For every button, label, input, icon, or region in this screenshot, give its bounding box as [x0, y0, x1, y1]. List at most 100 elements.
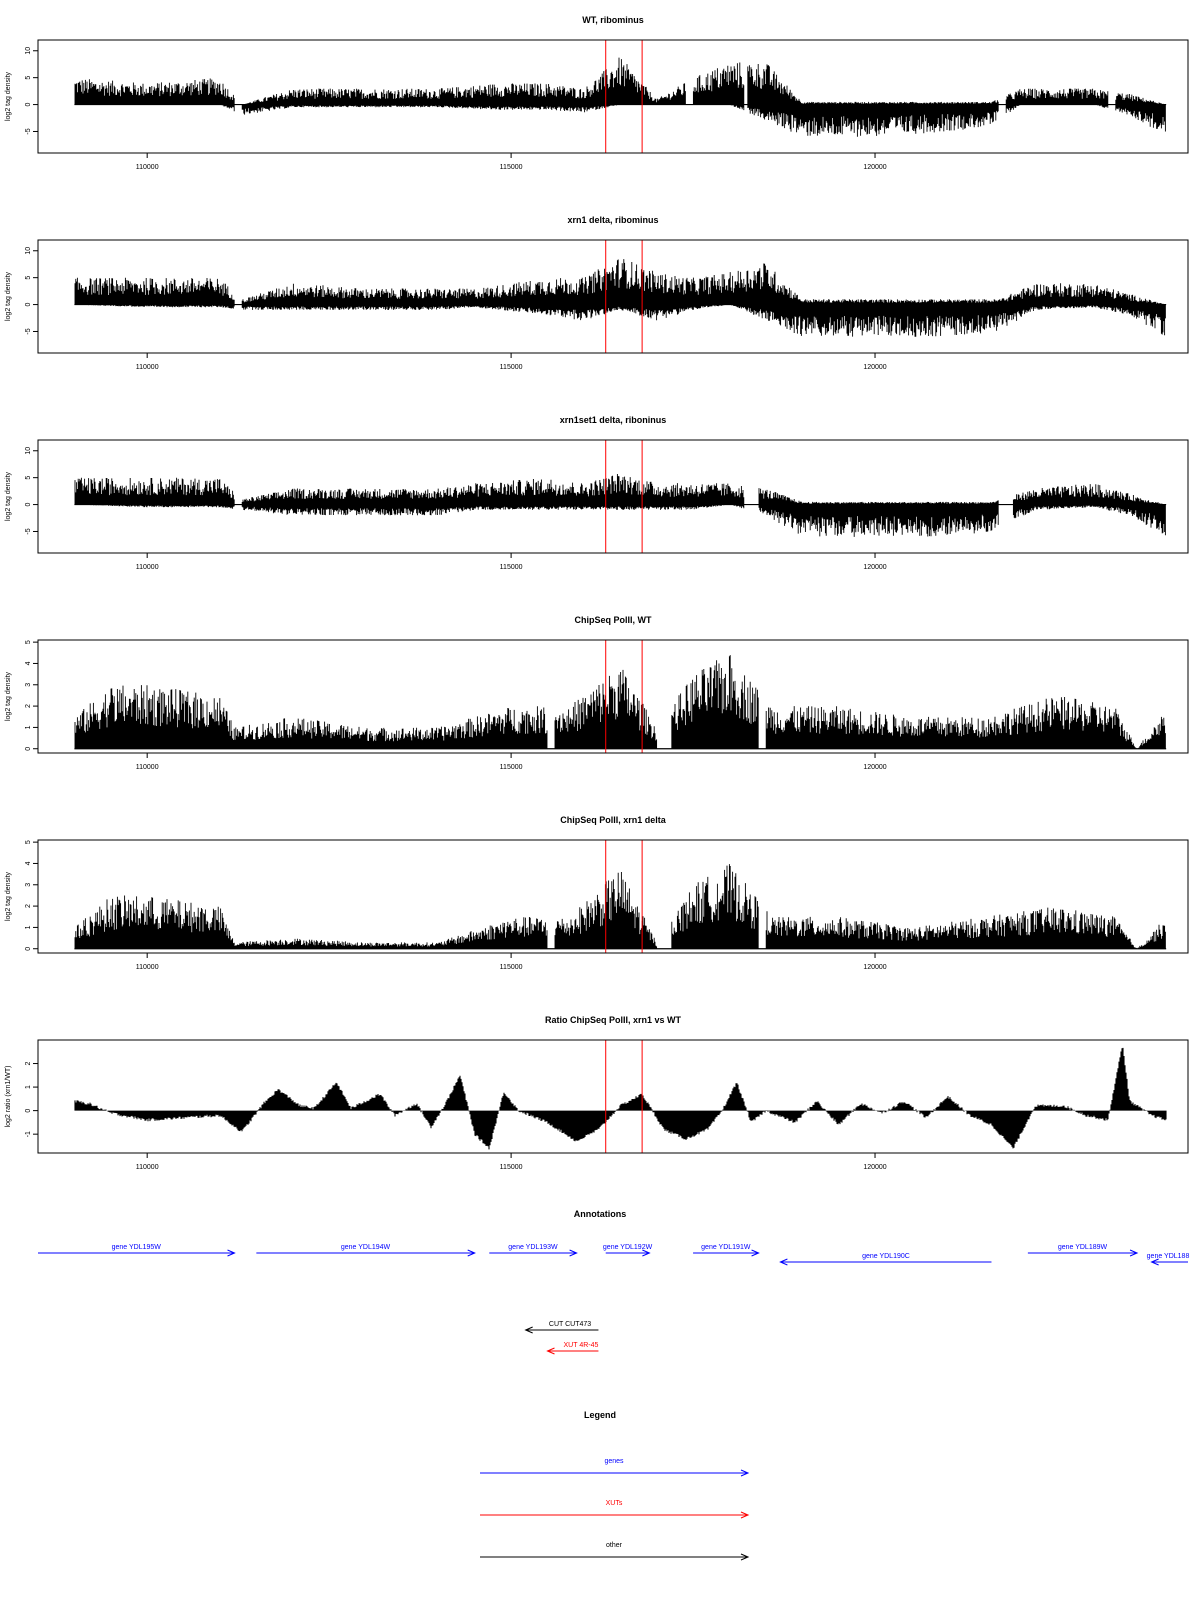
x-tick-label: 110000 [136, 164, 159, 171]
track-panel: WT, ribominus log2 tag density 10 5 0 -5 11000… [5, 15, 1189, 171]
y-tick-label: 10 [25, 47, 32, 55]
track-panel: xrn1set1 delta, riboninus log2 tag densit… [5, 415, 1189, 571]
x-tick-label: 115000 [500, 564, 523, 571]
cut-label: CUT CUT473 [549, 1321, 591, 1328]
plot-frame [37, 1039, 1189, 1154]
y-tick-label: 0 [25, 303, 32, 307]
gene-arrow [693, 1249, 760, 1257]
y-tick-label: 0 [25, 747, 32, 751]
y-tick-label: 0 [25, 503, 32, 507]
plot-frame [37, 839, 1189, 954]
data-marks [74, 259, 1167, 337]
y-tick-label: -5 [25, 528, 32, 534]
gene-label: gene YDL195W [112, 1244, 162, 1251]
legend: Legend genes XUTs other [480, 1410, 750, 1561]
panel-title: WT, ribominus [582, 15, 644, 25]
gene-arrow [605, 1249, 651, 1257]
panel-title: xrn1 delta, ribominus [567, 215, 658, 225]
y-tick-label: 1 [25, 725, 32, 729]
y-tick-label: -5 [25, 128, 32, 134]
gene-arrow [256, 1249, 476, 1257]
gene-arrow [779, 1258, 992, 1266]
x-tick-label: 120000 [863, 564, 886, 571]
legend-arrow-gene [480, 1469, 750, 1477]
xut-arrow [546, 1347, 599, 1355]
ratio-area [74, 1047, 1167, 1150]
density-bars [74, 864, 1166, 949]
x-tick-label: 120000 [863, 364, 886, 371]
x-tick-label: 115000 [500, 764, 523, 771]
y-axis-label: log2 tag density [5, 71, 12, 121]
x-tick-label: 110000 [136, 764, 159, 771]
y-tick-label: 3 [25, 883, 32, 887]
x-tick-label: 115000 [500, 964, 523, 971]
gene-label: gene YDL192W [603, 1244, 653, 1251]
legend-label-xut: XUTs [606, 1500, 623, 1507]
y-tick-label: -1 [25, 1131, 32, 1137]
y-tick-label: 10 [25, 447, 32, 455]
annotations-section: Annotations gene YDL195W gene YDL194W gene… [38, 1209, 1190, 1355]
y-tick-label: 1 [25, 1085, 32, 1089]
cut-arrow [524, 1326, 599, 1334]
track-panel: ChipSeq PolII, xrn1 delta log2 tag densit… [5, 815, 1189, 971]
y-tick-label: 0 [25, 947, 32, 951]
y-tick-label: 5 [25, 76, 32, 80]
panel-title: xrn1set1 delta, riboninus [560, 415, 667, 425]
legend-title: Legend [584, 1410, 616, 1420]
y-tick-label: 3 [25, 683, 32, 687]
x-tick-label: 110000 [136, 1164, 159, 1171]
y-tick-label: 5 [25, 840, 32, 844]
y-tick-label: 0 [25, 1109, 32, 1113]
x-tick-label: 115000 [500, 164, 523, 171]
data-marks [74, 1047, 1167, 1150]
gene-label: gene YDL190C [862, 1253, 910, 1260]
y-axis-label: log2 ratio (xrn1/WT) [5, 1066, 12, 1128]
plot-frame [37, 239, 1189, 354]
track-panel: Ratio ChipSeq PolII, xrn1 vs WT log2 rati… [5, 1015, 1189, 1171]
y-tick-label: 5 [25, 476, 32, 480]
y-tick-label: 4 [25, 861, 32, 865]
y-tick-label: -5 [25, 328, 32, 334]
legend-items: genes XUTs other [480, 1458, 750, 1561]
density-bars [74, 57, 1166, 137]
panel-title: ChipSeq PolII, WT [575, 615, 652, 625]
density-bars [74, 259, 1166, 337]
y-tick-label: 4 [25, 661, 32, 665]
plot-frame [37, 39, 1189, 154]
annotations-title: Annotations [574, 1209, 627, 1219]
panel-title: Ratio ChipSeq PolII, xrn1 vs WT [545, 1015, 682, 1025]
gene-label: gene YDL191W [701, 1244, 751, 1251]
legend-label-other: other [606, 1542, 623, 1549]
x-tick-label: 120000 [863, 164, 886, 171]
gene-label: gene YDL193W [508, 1244, 558, 1251]
y-tick-label: 2 [25, 1061, 32, 1065]
legend-arrow-other [480, 1553, 750, 1561]
gene-arrow [38, 1249, 236, 1257]
gene-label: gene YDL188 [1147, 1253, 1190, 1260]
density-bars [74, 655, 1166, 749]
gene-label: gene YDL194W [341, 1244, 391, 1251]
y-tick-label: 5 [25, 276, 32, 280]
plot-frame [37, 639, 1189, 754]
y-tick-label: 10 [25, 247, 32, 255]
y-tick-label: 5 [25, 640, 32, 644]
track-panel: xrn1 delta, ribominus log2 tag density 10 5… [5, 215, 1189, 371]
x-tick-label: 110000 [136, 964, 159, 971]
density-bars [74, 474, 1166, 537]
gene-label: gene YDL189W [1058, 1244, 1108, 1251]
x-tick-label: 110000 [136, 564, 159, 571]
x-tick-label: 115000 [500, 1164, 523, 1171]
x-tick-label: 120000 [863, 764, 886, 771]
y-tick-label: 2 [25, 704, 32, 708]
y-axis-label: log2 tag density [5, 271, 12, 321]
y-tick-label: 2 [25, 904, 32, 908]
data-marks [74, 474, 1167, 537]
panel-title: ChipSeq PolII, xrn1 delta [560, 815, 667, 825]
annotation-features: gene YDL195W gene YDL194W gene YDL193W gene… [38, 1244, 1190, 1355]
y-tick-label: 1 [25, 925, 32, 929]
x-tick-label: 120000 [863, 964, 886, 971]
xut-label: XUT 4R-45 [564, 1342, 599, 1349]
track-panel: ChipSeq PolII, WT log2 tag density 5 4 3 2 1 0 1… [5, 615, 1189, 771]
